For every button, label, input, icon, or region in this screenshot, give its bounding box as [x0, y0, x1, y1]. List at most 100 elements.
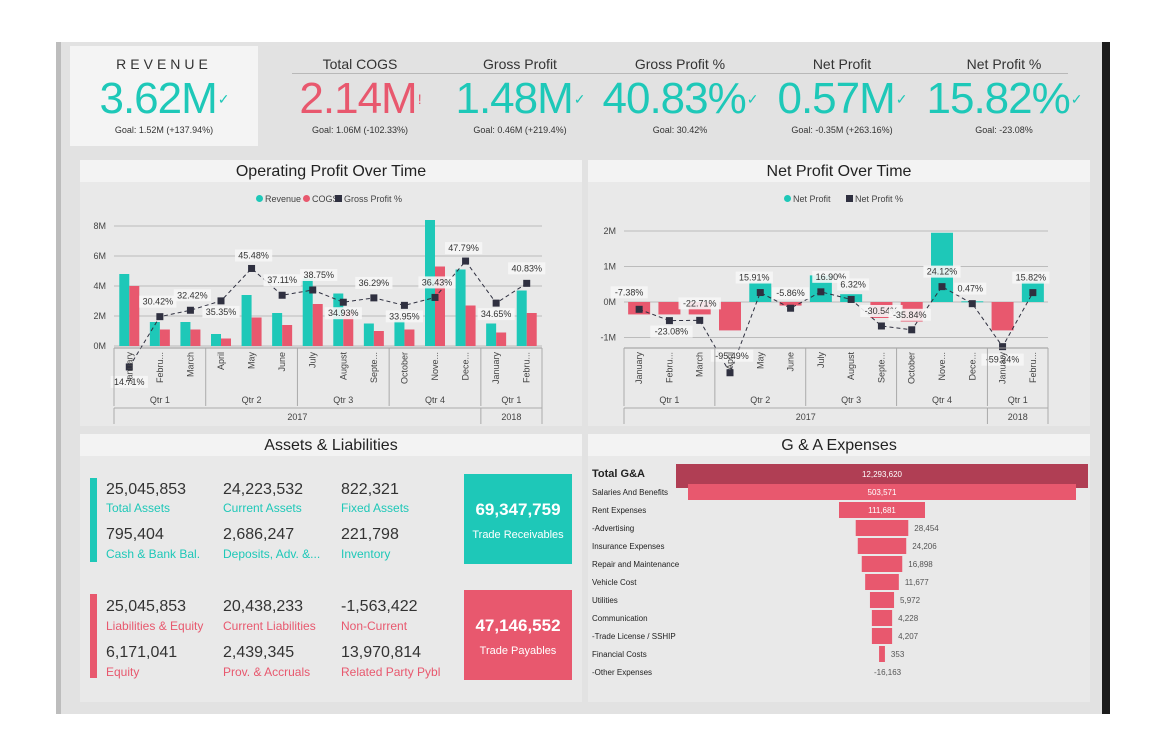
- bar: [119, 274, 130, 346]
- current-assets-value: 24,223,532: [223, 481, 304, 498]
- x-tick-label: Febru...: [1028, 352, 1038, 383]
- ga-bar: [857, 538, 907, 554]
- data-label: -35.84%: [893, 310, 927, 320]
- kpi-net-profit[interactable]: Net Profit 0.57M✓ Goal: -0.35M (+263.16%…: [770, 46, 914, 146]
- data-label-bg: [954, 282, 987, 295]
- bar: [455, 269, 466, 346]
- data-label-bg: [610, 286, 648, 299]
- kpi-goal: Goal: -23.08%: [975, 125, 1033, 135]
- kpi-net-profit-pct[interactable]: Net Profit % 15.82%✓ Goal: -23.08%: [924, 46, 1084, 146]
- current-liabilities-value: 20,438,233: [223, 598, 304, 615]
- data-label: 6.32%: [840, 279, 866, 289]
- bar: [272, 313, 283, 346]
- line-point: [523, 279, 531, 287]
- kpi-title: Net Profit %: [966, 56, 1042, 72]
- data-label-bg: [508, 262, 546, 275]
- y-tick-label: 4M: [93, 281, 106, 291]
- bar: [343, 311, 354, 346]
- data-label: -23.08%: [655, 327, 689, 337]
- assets-accent-bar: [90, 478, 97, 562]
- related-party-value: 13,970,814: [341, 644, 422, 661]
- revenue-card-bg: [70, 46, 258, 146]
- kpi-gross-profit[interactable]: Gross Profit 1.48M✓ Goal: 0.46M (+219.4%…: [452, 46, 588, 146]
- deposits-label: Deposits, Adv. &...: [223, 547, 321, 561]
- panel-assets-liabilities[interactable]: Assets & Liabilities 25,045,853 Total As…: [80, 434, 582, 702]
- data-label-bg: [888, 308, 931, 321]
- data-label-bg: [324, 307, 362, 320]
- data-label: 45.48%: [238, 250, 269, 260]
- trade-payables-card[interactable]: 47,146,552 Trade Payables: [464, 590, 572, 680]
- y-tick-label: 6M: [93, 251, 106, 261]
- line-point: [1029, 289, 1037, 297]
- line-point: [370, 294, 378, 302]
- liabilities-equity-value: 25,045,853: [106, 598, 187, 615]
- data-label-bg: [173, 289, 212, 302]
- bar: [312, 304, 323, 346]
- bar: [404, 329, 415, 346]
- data-label-bg: [444, 242, 483, 255]
- line-point: [217, 297, 225, 305]
- bar: [159, 329, 170, 346]
- kpi-total-cogs[interactable]: Total COGS 2.14M! Goal: 1.06M (-102.33%): [292, 46, 428, 146]
- bar: [363, 323, 374, 346]
- bar: [282, 325, 293, 346]
- x-tick-label: Septe...: [369, 352, 379, 383]
- data-label: 38.75%: [303, 270, 334, 280]
- ga-expenses-chart[interactable]: Total G&A 12,293,620 Salaries And Benefits…: [588, 456, 1090, 702]
- x-tick-label: Septe...: [876, 352, 886, 383]
- data-label: -95.49%: [715, 351, 749, 361]
- x-tick-label: Febru...: [522, 352, 532, 383]
- panel-operating-profit[interactable]: Operating Profit Over Time Revenue COGS Gr…: [80, 160, 582, 426]
- x-tick-label: May: [755, 352, 765, 370]
- y-tick-label: 0M: [603, 297, 616, 307]
- ga-category-label: Salaries And Benefits: [592, 488, 668, 497]
- kpi-gross-profit-pct[interactable]: Gross Profit % 40.83%✓ Goal: 30.42%: [600, 46, 760, 146]
- check-icon: ✓: [217, 91, 230, 107]
- left-edge: [56, 42, 61, 714]
- kpi-revenue[interactable]: REVENUE 3.62M✓ Goal: 1.52M (+137.94%): [70, 46, 258, 146]
- ga-bar: [879, 646, 885, 662]
- ga-category-label: -Trade License / SSHIP: [592, 632, 676, 641]
- net-profit-chart[interactable]: Net Profit Net Profit % 2M 1M 0M -1M -7.38% -23…: [588, 182, 1090, 426]
- ga-value-label: 24,206: [912, 542, 937, 551]
- kpi-title: Gross Profit: [483, 56, 557, 72]
- prov-accruals-value: 2,439,345: [223, 644, 295, 661]
- data-label-bg: [981, 353, 1024, 366]
- pct-line: [128, 260, 527, 368]
- y-tick-label: -1M: [601, 333, 617, 343]
- equity-label: Equity: [106, 665, 140, 679]
- x-tick-label: August: [338, 352, 348, 381]
- ga-bar: [865, 574, 899, 590]
- line-point: [400, 301, 408, 309]
- data-label: 30.42%: [143, 297, 174, 307]
- year-label: 2017: [796, 412, 816, 422]
- kpi-value: 3.62M✓: [99, 74, 230, 123]
- ga-bar: [861, 556, 903, 572]
- x-tick-label: March: [185, 352, 195, 377]
- data-label: -7.38%: [615, 287, 644, 297]
- ga-value-label: 12,293,620: [862, 470, 903, 479]
- ga-value-label: 28,454: [914, 524, 939, 533]
- prov-accruals-label: Prov. & Accruals: [223, 665, 311, 679]
- data-label-bg: [771, 287, 810, 300]
- legend-marker: [846, 195, 853, 202]
- data-label-bg: [735, 271, 773, 284]
- line-point: [938, 283, 946, 291]
- panel-ga-expenses[interactable]: G & A Expenses Total G&A 12,293,620 Salari…: [588, 434, 1090, 702]
- x-tick-label: June: [277, 352, 287, 372]
- operating-profit-chart[interactable]: Revenue COGS Gross Profit % 8M 6M 4M 2M 0M 14.71…: [80, 182, 582, 426]
- current-liabilities-label: Current Liabilities: [223, 619, 316, 633]
- line-point: [847, 295, 855, 303]
- ga-value-label: 4,228: [898, 614, 919, 623]
- kpi-goal: Goal: -0.35M (+263.16%): [791, 125, 893, 135]
- line-point: [756, 289, 764, 297]
- legend-marker: [256, 195, 263, 202]
- data-label: 36.43%: [422, 277, 453, 287]
- line-point: [908, 326, 916, 334]
- trade-receivables-card[interactable]: 69,347,759 Trade Receivables: [464, 474, 572, 564]
- kpi-goal: Goal: 0.46M (+219.4%): [473, 125, 567, 135]
- line-point: [999, 343, 1007, 351]
- panel-net-profit[interactable]: Net Profit Over Time Net Profit Net Profi…: [588, 160, 1090, 426]
- x-tick-label: June: [786, 352, 796, 372]
- right-scrollbar[interactable]: [1102, 42, 1110, 714]
